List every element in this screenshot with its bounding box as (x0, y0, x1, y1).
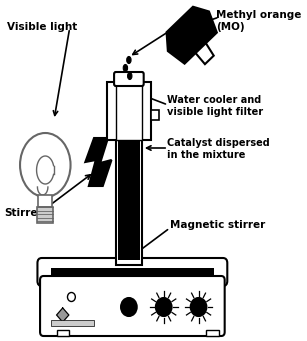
Bar (37, 207, 53, 223)
Text: Stirrer: Stirrer (4, 208, 43, 218)
Text: Catalyst dispersed
in the mixture: Catalyst dispersed in the mixture (167, 138, 270, 160)
Bar (116, 80, 142, 265)
Bar (151, 110, 159, 120)
Polygon shape (167, 7, 217, 64)
FancyBboxPatch shape (40, 276, 225, 336)
Polygon shape (196, 43, 214, 64)
Bar (51, 268, 214, 275)
Ellipse shape (20, 133, 71, 197)
Text: Visible light: Visible light (7, 22, 77, 32)
Bar (206, 330, 219, 336)
Ellipse shape (123, 64, 128, 72)
Bar (107, 82, 151, 140)
Ellipse shape (127, 57, 131, 63)
Bar (51, 320, 94, 326)
Bar (116, 82, 142, 140)
Circle shape (191, 298, 206, 316)
Circle shape (68, 293, 75, 301)
Polygon shape (85, 138, 111, 186)
Bar (38, 195, 52, 207)
Polygon shape (56, 308, 69, 322)
Ellipse shape (128, 73, 132, 79)
Bar (118, 130, 140, 260)
Text: Magnetic stirrer: Magnetic stirrer (170, 220, 265, 230)
Circle shape (121, 298, 137, 316)
FancyBboxPatch shape (114, 72, 144, 86)
Circle shape (156, 298, 172, 316)
Text: Methyl orange
(MO): Methyl orange (MO) (216, 10, 301, 32)
FancyBboxPatch shape (37, 258, 227, 286)
Bar (56, 330, 69, 336)
Text: Water cooler and
visible light filter: Water cooler and visible light filter (167, 95, 263, 117)
